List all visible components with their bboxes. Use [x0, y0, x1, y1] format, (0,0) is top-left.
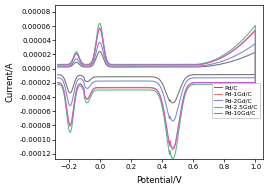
- Pd/C: [123, 66, 126, 68]
- Pd-10Gd/C: [190, 64, 193, 66]
- Pd-2.5Gd/C: [56, 83, 59, 85]
- Pd-10Gd/C: [228, 52, 231, 54]
- Pd/C: [235, 74, 239, 76]
- Pd/C: [98, 50, 101, 53]
- Pd-2Gd/C: [123, 65, 126, 67]
- Pd-1Gd/C: [56, 64, 59, 66]
- Pd-2Gd/C: [244, 77, 247, 79]
- Pd-10Gd/C: [56, 81, 59, 84]
- X-axis label: Potential/V: Potential/V: [136, 175, 182, 184]
- Y-axis label: Current/A: Current/A: [5, 62, 14, 102]
- Line: Pd/C: Pd/C: [58, 51, 255, 103]
- Pd-2Gd/C: [235, 77, 239, 79]
- Pd-2Gd/C: [56, 65, 59, 67]
- Pd-10Gd/C: [171, 147, 174, 149]
- Pd/C: [56, 66, 59, 68]
- Pd-2.5Gd/C: [123, 63, 126, 66]
- Pd-10Gd/C: [123, 64, 126, 66]
- Pd/C: [228, 61, 231, 63]
- Pd-1Gd/C: [190, 64, 193, 66]
- Pd-1Gd/C: [98, 27, 101, 29]
- Pd/C: [244, 74, 247, 76]
- Line: Pd-1Gd/C: Pd-1Gd/C: [58, 28, 255, 150]
- Pd-1Gd/C: [109, 64, 112, 66]
- Line: Pd-2Gd/C: Pd-2Gd/C: [58, 42, 255, 121]
- Pd-1Gd/C: [235, 82, 239, 84]
- Pd/C: [109, 66, 112, 68]
- Pd-2Gd/C: [228, 57, 231, 60]
- Pd-1Gd/C: [228, 52, 231, 54]
- Pd-2Gd/C: [109, 65, 112, 67]
- Pd-10Gd/C: [56, 64, 59, 66]
- Pd-1Gd/C: [244, 82, 247, 84]
- Pd/C: [56, 74, 59, 76]
- Pd-2.5Gd/C: [98, 22, 101, 24]
- Pd-2.5Gd/C: [235, 83, 239, 85]
- Pd-2Gd/C: [190, 65, 193, 67]
- Pd-2.5Gd/C: [109, 63, 112, 65]
- Pd-1Gd/C: [171, 149, 174, 151]
- Pd-10Gd/C: [235, 81, 239, 84]
- Pd-2.5Gd/C: [190, 63, 193, 66]
- Pd-2.5Gd/C: [171, 158, 174, 160]
- Pd-10Gd/C: [244, 81, 247, 84]
- Line: Pd-2.5Gd/C: Pd-2.5Gd/C: [58, 23, 255, 159]
- Pd-2Gd/C: [56, 77, 59, 79]
- Line: Pd-10Gd/C: Pd-10Gd/C: [58, 29, 255, 148]
- Pd/C: [190, 66, 193, 68]
- Pd-2.5Gd/C: [228, 50, 231, 52]
- Pd-2.5Gd/C: [56, 63, 59, 66]
- Pd-10Gd/C: [109, 64, 112, 66]
- Legend: Pd/C, Pd-1Gd/C, Pd-2Gd/C, Pd-2.5Gd/C, Pd-10Gd/C: Pd/C, Pd-1Gd/C, Pd-2Gd/C, Pd-2.5Gd/C, Pd…: [212, 83, 260, 118]
- Pd-1Gd/C: [56, 82, 59, 84]
- Pd-2Gd/C: [98, 41, 101, 43]
- Pd/C: [171, 102, 174, 104]
- Pd-2Gd/C: [171, 120, 174, 122]
- Pd-10Gd/C: [98, 28, 101, 30]
- Pd-2.5Gd/C: [244, 83, 247, 85]
- Pd-1Gd/C: [123, 64, 126, 66]
